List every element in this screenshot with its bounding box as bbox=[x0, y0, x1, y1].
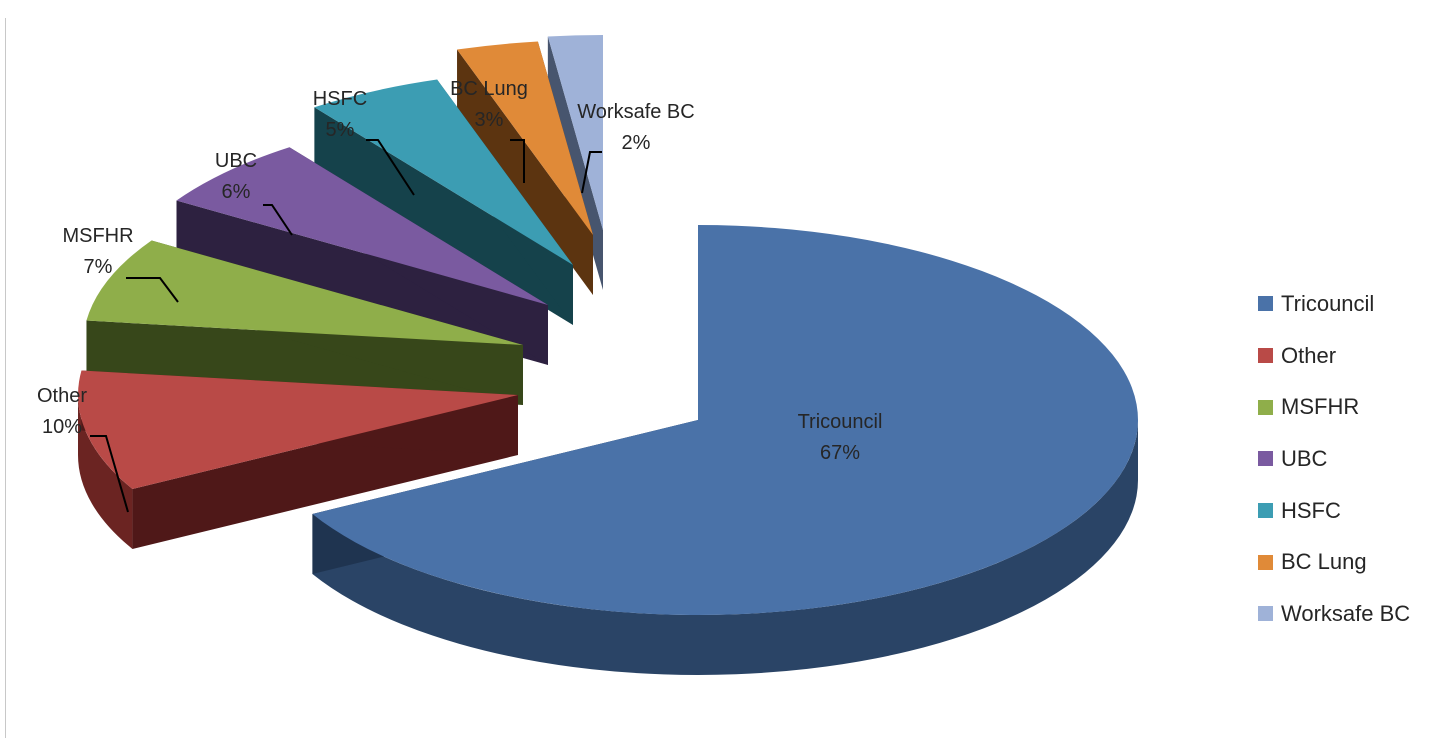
slice-wall bbox=[176, 200, 548, 365]
slice-other bbox=[78, 370, 519, 549]
legend-label: Other bbox=[1281, 342, 1337, 368]
legend-swatch bbox=[1258, 399, 1273, 415]
slice-top bbox=[176, 147, 548, 305]
legend-label: BC Lung bbox=[1281, 549, 1367, 575]
leader-line-msfhr bbox=[126, 277, 179, 303]
data-label-other: Other 10% bbox=[37, 385, 87, 438]
legend-item-msfhr: MSFHR bbox=[1258, 381, 1410, 433]
frame-border bbox=[5, 18, 6, 738]
legend-label: MSFHR bbox=[1281, 394, 1360, 420]
data-label-ubc: UBC 6% bbox=[215, 150, 257, 203]
data-label-tricouncil: Tricouncil 67% bbox=[798, 411, 883, 464]
data-label-worksafe-bc: Worksafe BC 2% bbox=[577, 101, 694, 154]
slice-top bbox=[86, 240, 523, 345]
legend-item-ubc: UBC bbox=[1258, 433, 1410, 485]
legend-label: UBC bbox=[1281, 445, 1328, 471]
legend-swatch bbox=[1258, 296, 1273, 312]
slice-top bbox=[78, 370, 518, 489]
legend-swatch bbox=[1258, 554, 1273, 570]
slice-top bbox=[547, 35, 603, 230]
legend-label: Tricouncil bbox=[1281, 290, 1375, 316]
slice-wall bbox=[457, 49, 593, 296]
slice-ubc bbox=[176, 147, 548, 365]
data-label-hsfc: HSFC 5% bbox=[313, 88, 367, 141]
legend-label: Worksafe BC bbox=[1281, 600, 1411, 626]
leader-line-ubc bbox=[263, 204, 293, 236]
legend-swatch bbox=[1258, 451, 1273, 467]
slice-tricouncil bbox=[312, 225, 1138, 675]
leader-line-hsfc bbox=[366, 139, 415, 196]
slice-rim bbox=[78, 395, 133, 549]
legend-swatch bbox=[1258, 348, 1273, 364]
slice-bc-lung bbox=[457, 41, 593, 296]
legend-item-worksafe-bc: Worksafe BC bbox=[1258, 588, 1410, 640]
slice-wall bbox=[314, 107, 573, 325]
legend-item-hsfc: HSFC bbox=[1258, 485, 1410, 537]
legend-swatch bbox=[1258, 606, 1273, 622]
slice-top bbox=[312, 225, 1138, 615]
legend-swatch bbox=[1258, 503, 1273, 519]
legend-item-other: Other bbox=[1258, 330, 1410, 382]
legend: Tricouncil Other MSFHR UBC HSFC BC Lung Worksa… bbox=[1258, 278, 1410, 640]
slice-hsfc bbox=[314, 79, 573, 325]
slice-rim bbox=[312, 420, 1138, 675]
legend-item-bc-lung: BC Lung bbox=[1258, 536, 1410, 588]
data-label-msfhr: MSFHR 7% bbox=[62, 225, 133, 278]
leader-line-bc-lung bbox=[510, 139, 525, 183]
slice-top bbox=[457, 41, 593, 236]
leader-line-worksafe-bc bbox=[581, 151, 602, 194]
data-label-bc-lung: BC Lung 3% bbox=[450, 78, 528, 131]
leader-line-other bbox=[90, 435, 129, 513]
legend-label: HSFC bbox=[1281, 497, 1341, 523]
slice-top bbox=[314, 79, 573, 265]
legend-item-tricouncil: Tricouncil bbox=[1258, 278, 1410, 330]
